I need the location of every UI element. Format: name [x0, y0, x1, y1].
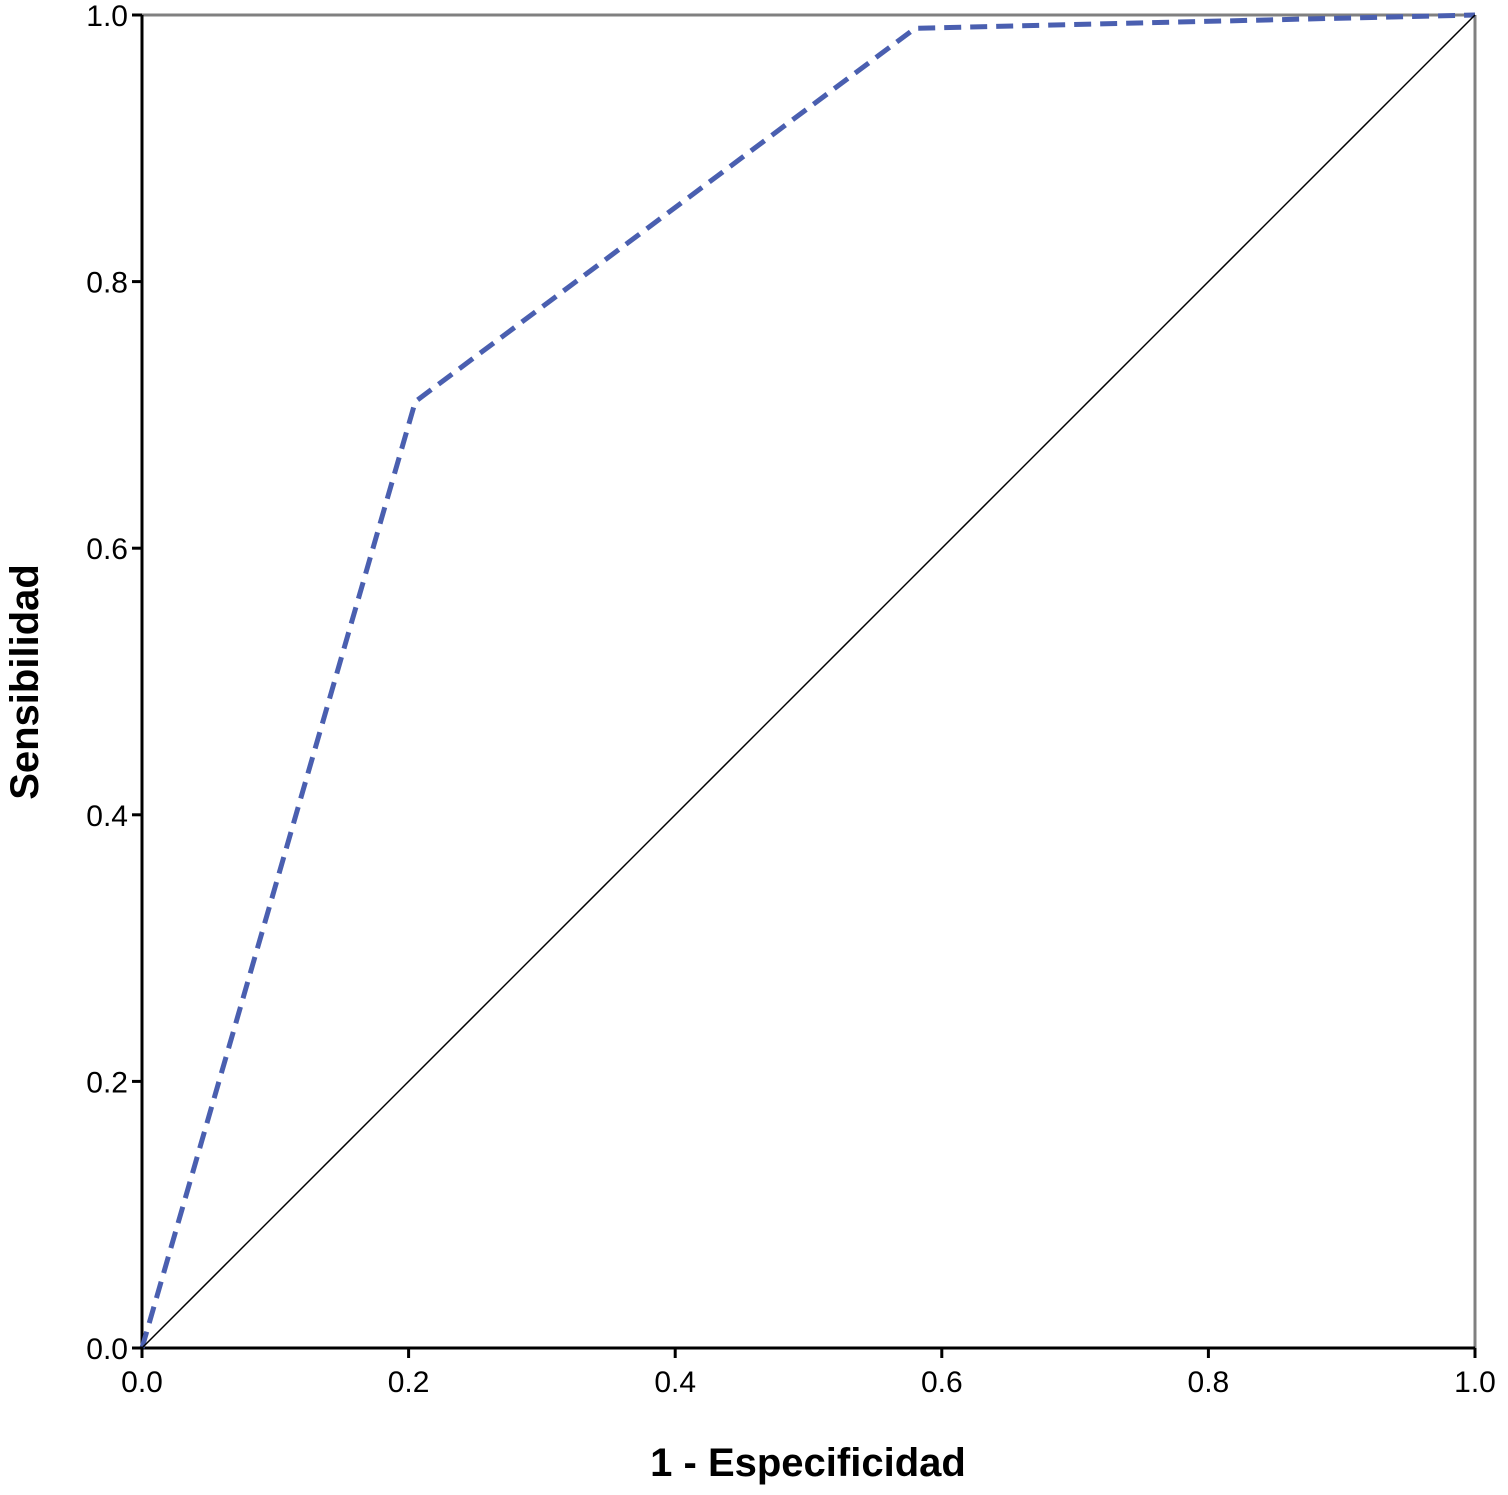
y-tick-label: 0.6: [86, 533, 128, 566]
y-axis-title: Sensibilidad: [3, 564, 47, 800]
y-tick-label: 0.0: [86, 1333, 128, 1366]
y-tick-label: 0.2: [86, 1066, 128, 1099]
reference-diagonal-line: [141, 14, 1476, 1349]
x-tick-label: 0.0: [121, 1366, 163, 1399]
x-tick-label: 0.2: [388, 1366, 430, 1399]
y-tick-label: 0.4: [86, 800, 128, 833]
x-tick-label: 0.4: [654, 1366, 696, 1399]
y-tick-label: 0.8: [86, 267, 128, 300]
plot-frame: [140, 13, 1477, 1350]
series-layer: [139, 12, 1476, 1349]
y-axis-ticks: 0.0 0.2 0.4 0.6 0.8 1.0: [86, 0, 142, 1366]
x-tick-label: 0.8: [1188, 1366, 1230, 1399]
x-tick-label: 1.0: [1454, 1366, 1496, 1399]
x-axis-title: 1 - Especificidad: [650, 1441, 966, 1485]
y-tick-label: 1.0: [86, 0, 128, 33]
x-axis-ticks: 0.0 0.2 0.4 0.6 0.8 1.0: [121, 1348, 1496, 1399]
roc-curve-line: [139, 12, 1476, 1349]
x-tick-label: 0.6: [921, 1366, 963, 1399]
